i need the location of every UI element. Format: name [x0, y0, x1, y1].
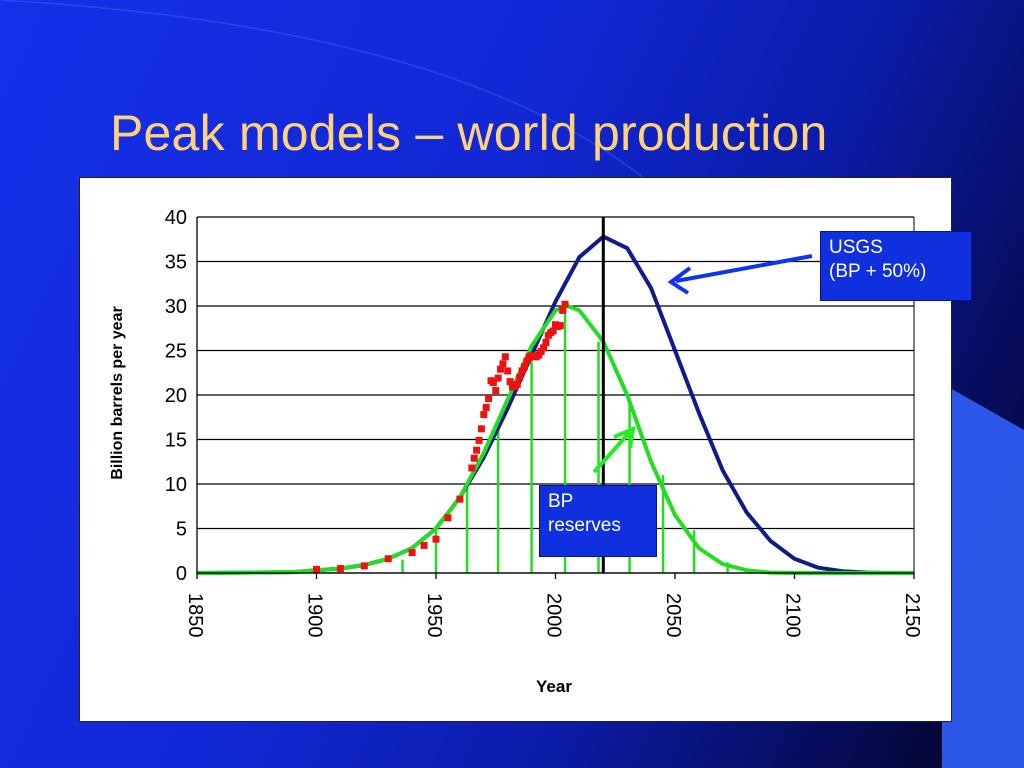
x-tick-label: 1850: [184, 593, 206, 638]
y-tick-label: 10: [165, 474, 187, 496]
historical-production-point: [482, 403, 490, 411]
historical-production-point: [499, 360, 507, 368]
slide-title: Peak models – world production: [110, 105, 828, 161]
historical-production-point: [489, 379, 497, 387]
x-tick-label: 2150: [901, 593, 923, 638]
usgs-callout-line2: (BP + 50%): [829, 261, 927, 282]
y-tick-label: 30: [165, 296, 187, 318]
historical-production-point: [523, 357, 531, 365]
historical-production-point: [542, 338, 550, 346]
historical-production-point: [504, 367, 512, 375]
historical-production-point: [535, 351, 543, 359]
historical-production-point: [540, 344, 548, 352]
historical-production-point: [384, 555, 392, 563]
y-tick-label: 5: [176, 519, 187, 541]
bp-callout-line1: BP: [548, 491, 574, 512]
historical-production-point: [506, 378, 514, 386]
historical-production-point: [475, 436, 483, 444]
y-axis-label: Billion barrels per year: [109, 306, 126, 479]
historical-production-point: [518, 367, 526, 375]
historical-production-point: [513, 380, 521, 388]
historical-production-point: [480, 411, 488, 419]
historical-production-point: [520, 363, 528, 371]
historical-production-point: [559, 306, 567, 314]
bp-callout: BP reserves: [539, 485, 657, 557]
historical-production-point: [537, 347, 545, 355]
decorative-corner-shape: [942, 388, 1024, 768]
historical-production-point: [501, 353, 509, 361]
bp-callout-line2: reserves: [548, 515, 621, 536]
historical-production-point: [408, 549, 416, 557]
historical-production-point: [313, 565, 320, 573]
chart-frame: 0 5 10 15 20 25 30 35 40 1850 1900 1950 2000 2050 210…: [79, 177, 952, 722]
y-tick-label: 35: [165, 252, 187, 274]
y-tick-label: 15: [165, 430, 187, 452]
historical-production-point: [549, 327, 557, 335]
historical-production-point: [420, 541, 428, 549]
x-axis-label: Year: [536, 677, 572, 696]
usgs-callout: USGS (BP + 50%): [820, 231, 972, 301]
historical-production-point: [477, 425, 485, 433]
historical-production-point: [485, 395, 493, 403]
historical-production-point: [470, 454, 478, 462]
historical-production-point: [473, 446, 481, 454]
historical-production-point: [444, 514, 452, 522]
historical-production-point: [556, 322, 564, 330]
x-tick-label: 2100: [782, 593, 804, 638]
historical-production-point: [432, 535, 440, 543]
historical-production-point: [360, 562, 368, 570]
y-tick-label: 25: [165, 341, 187, 363]
x-tick-label: 1950: [423, 593, 445, 638]
usgs-callout-line1: USGS: [829, 237, 883, 258]
y-tick-label: 20: [165, 385, 187, 407]
historical-production-point: [492, 387, 500, 395]
historical-production-point: [336, 565, 344, 573]
x-tick-label: 1900: [304, 593, 326, 638]
historical-production-point: [494, 374, 502, 382]
historical-production-point: [561, 300, 569, 308]
historical-production-point: [468, 464, 476, 472]
historical-production-point: [516, 373, 524, 381]
y-tick-label: 40: [165, 207, 187, 229]
historical-production-point: [497, 365, 505, 373]
x-tick-label: 2050: [662, 593, 684, 638]
x-tick-label: 2000: [543, 593, 565, 638]
y-tick-label: 0: [176, 563, 187, 585]
historical-production-point: [456, 495, 464, 503]
